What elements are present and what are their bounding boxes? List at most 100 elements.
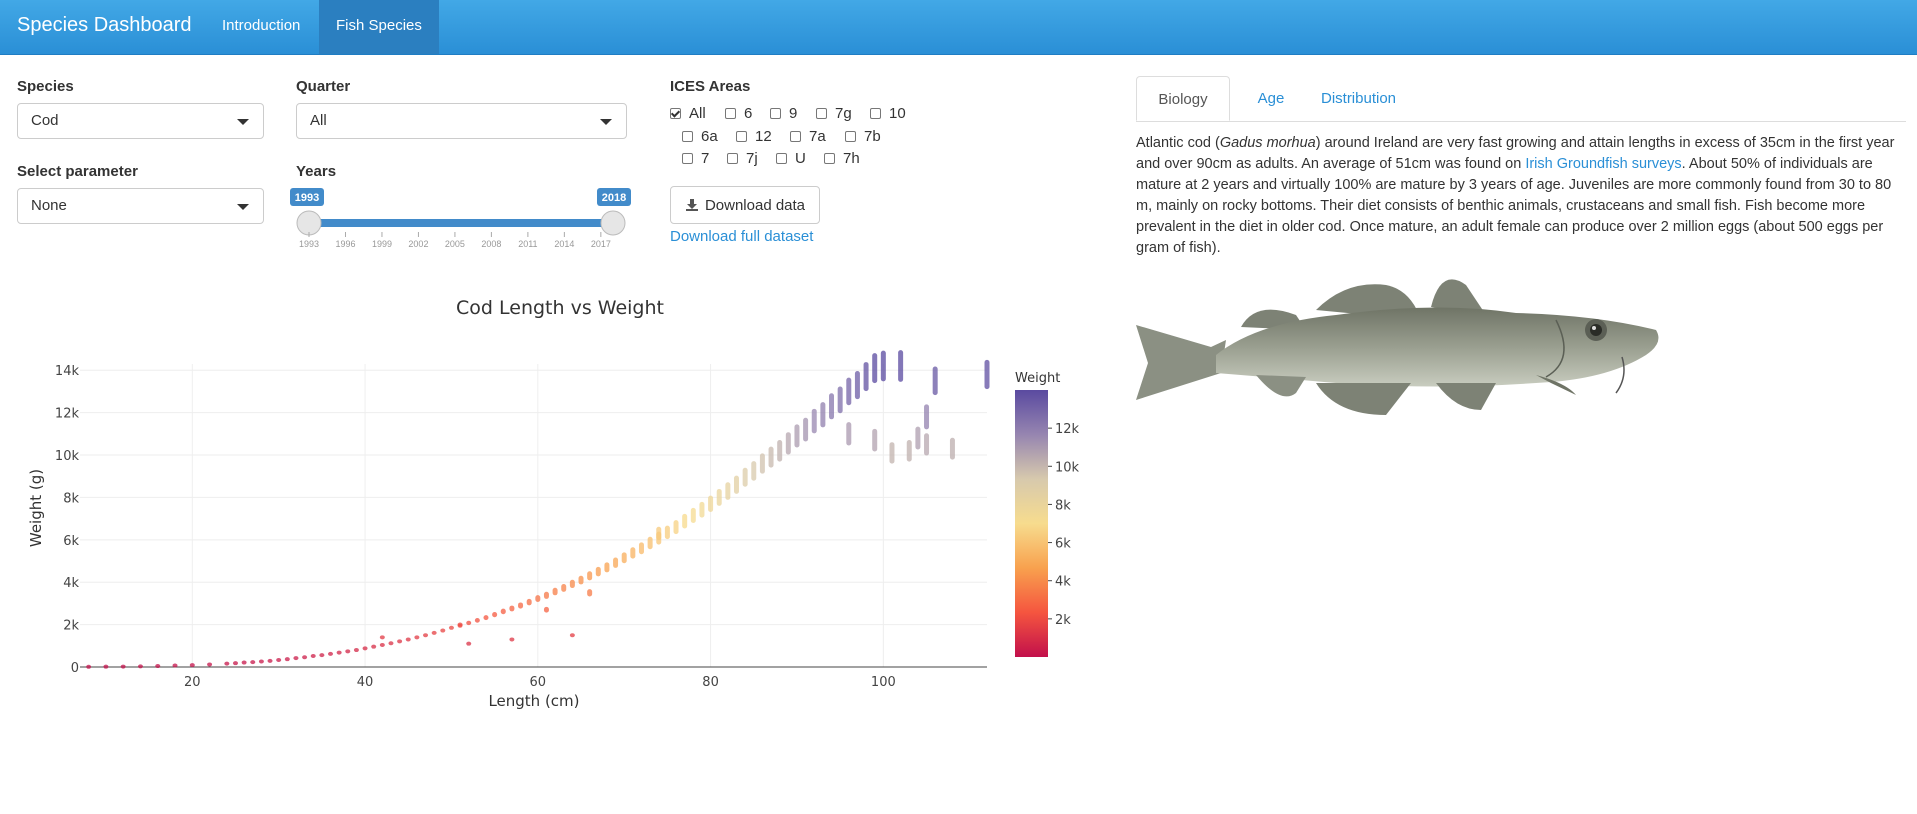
data-point bbox=[803, 417, 809, 442]
ices-checkbox-7h[interactable]: 7h bbox=[824, 150, 860, 167]
slider-from-handle[interactable] bbox=[296, 210, 322, 236]
checkbox-icon[interactable] bbox=[727, 153, 738, 164]
quarter-select[interactable]: All bbox=[296, 103, 627, 139]
data-point bbox=[241, 660, 247, 665]
download-data-button[interactable]: Download data bbox=[670, 186, 820, 224]
slider-to-badge bbox=[597, 188, 631, 206]
download-full-dataset-link[interactable]: Download full dataset bbox=[670, 228, 814, 245]
checkbox-icon[interactable] bbox=[816, 108, 827, 119]
ices-areas-label: ICES Areas bbox=[670, 78, 751, 95]
checkbox-icon[interactable] bbox=[870, 108, 881, 119]
data-point bbox=[518, 602, 524, 609]
ices-checkbox-7g[interactable]: 7g bbox=[816, 105, 852, 122]
checkbox-icon[interactable] bbox=[682, 153, 693, 164]
checkbox-icon[interactable] bbox=[736, 131, 747, 142]
data-point bbox=[379, 642, 385, 647]
tab-biology[interactable]: Biology bbox=[1136, 76, 1230, 121]
data-point bbox=[829, 393, 835, 420]
colorbar-tick-label: 6k bbox=[1055, 537, 1071, 552]
ices-checkbox-7[interactable]: 7 bbox=[682, 150, 709, 167]
tab-age[interactable]: Age bbox=[1257, 90, 1285, 107]
ices-checkbox-10[interactable]: 10 bbox=[870, 105, 906, 122]
ices-checkbox-7a[interactable]: 7a bbox=[790, 128, 826, 145]
checkbox-icon[interactable] bbox=[824, 153, 835, 164]
data-point bbox=[872, 428, 878, 452]
species-label: Species bbox=[17, 78, 74, 95]
ices-checkbox-9[interactable]: 9 bbox=[770, 105, 797, 122]
ices-checkbox-all[interactable]: All bbox=[670, 105, 706, 122]
colorbar-gradient bbox=[1015, 390, 1048, 657]
ices-checkbox-7b[interactable]: 7b bbox=[845, 128, 881, 145]
data-point bbox=[716, 488, 722, 506]
parameter-select[interactable]: None bbox=[17, 188, 264, 224]
colorbar-tick-label: 4k bbox=[1055, 575, 1071, 590]
data-point bbox=[898, 350, 904, 382]
data-point bbox=[379, 635, 385, 640]
parameter-select-value: None bbox=[31, 197, 67, 214]
checkbox-icon[interactable] bbox=[776, 153, 787, 164]
data-point bbox=[258, 659, 264, 664]
data-point bbox=[319, 653, 325, 658]
quarter-select-value: All bbox=[310, 112, 327, 129]
slider-track[interactable] bbox=[308, 219, 614, 227]
chart-title: Cod Length vs Weight bbox=[456, 297, 664, 319]
checkbox-icon[interactable] bbox=[670, 108, 681, 119]
checkbox-icon[interactable] bbox=[845, 131, 856, 142]
data-point bbox=[423, 633, 429, 638]
slider-to-handle[interactable] bbox=[600, 210, 626, 236]
checkbox-icon[interactable] bbox=[790, 131, 801, 142]
chart-points bbox=[86, 350, 990, 669]
slider-from-value: 1993 bbox=[295, 192, 319, 204]
cod-fish-illustration bbox=[1136, 279, 1659, 415]
data-point bbox=[587, 571, 593, 581]
data-point bbox=[664, 525, 670, 540]
data-point bbox=[656, 526, 662, 541]
top-navbar: Species Dashboard Introduction Fish Spec… bbox=[0, 0, 1917, 55]
caret-down-icon bbox=[600, 119, 612, 125]
checkbox-icon[interactable] bbox=[725, 108, 736, 119]
data-point bbox=[155, 664, 161, 669]
y-tick-label: 6k bbox=[63, 534, 79, 549]
data-point bbox=[500, 608, 506, 615]
y-axis-label: Weight (g) bbox=[27, 469, 45, 547]
ices-checkbox-u[interactable]: U bbox=[776, 150, 806, 167]
slider-tick-label: 2008 bbox=[481, 239, 501, 249]
checkbox-icon[interactable] bbox=[770, 108, 781, 119]
data-point bbox=[561, 583, 567, 592]
species-select[interactable]: Cod bbox=[17, 103, 264, 139]
tab-distribution[interactable]: Distribution bbox=[1320, 90, 1397, 107]
nav-introduction[interactable]: Introduction bbox=[222, 17, 301, 34]
ices-checkbox-6a[interactable]: 6a bbox=[682, 128, 718, 145]
irish-groundfish-surveys-link[interactable]: Irish Groundfish surveys bbox=[1525, 156, 1682, 172]
nav-fish-species[interactable]: Fish Species bbox=[319, 0, 439, 54]
slider-to-value: 2018 bbox=[602, 192, 626, 204]
data-point bbox=[751, 461, 757, 481]
years-label: Years bbox=[296, 163, 337, 180]
data-point bbox=[569, 633, 575, 638]
ices-checkbox-6[interactable]: 6 bbox=[725, 105, 752, 122]
app-title[interactable]: Species Dashboard bbox=[17, 14, 192, 36]
slider-tick-label: 2002 bbox=[408, 239, 428, 249]
slider-from-badge bbox=[290, 188, 324, 206]
data-point bbox=[932, 366, 938, 396]
ices-checkbox-7j[interactable]: 7j bbox=[727, 150, 758, 167]
y-tick-label: 4k bbox=[63, 576, 79, 591]
data-point bbox=[345, 649, 351, 654]
ices-checkbox-12[interactable]: 12 bbox=[736, 128, 772, 145]
data-point bbox=[466, 641, 472, 646]
data-point bbox=[302, 655, 308, 660]
data-point bbox=[604, 562, 610, 573]
x-tick-label: 40 bbox=[357, 675, 374, 690]
data-point bbox=[846, 422, 852, 446]
years-slider[interactable]: 1993 2018 1993 1996 1999 2002 2005 2008 2011 20… bbox=[290, 185, 635, 251]
y-tick-label: 12k bbox=[55, 407, 80, 422]
caret-down-icon bbox=[237, 204, 249, 210]
data-point bbox=[474, 618, 480, 623]
x-tick-label: 100 bbox=[871, 675, 896, 690]
data-point bbox=[768, 446, 774, 468]
checkbox-icon[interactable] bbox=[682, 131, 693, 142]
data-point bbox=[630, 547, 636, 559]
data-point bbox=[872, 353, 878, 384]
data-point bbox=[811, 408, 817, 434]
colorbar-tick-label: 12k bbox=[1055, 422, 1080, 437]
